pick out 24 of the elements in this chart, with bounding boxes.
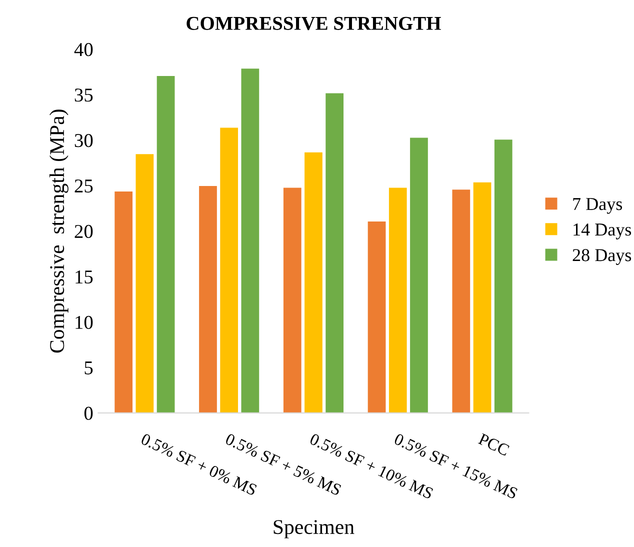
y-axis-title: Compressive strength (MPa) — [49, 110, 68, 353]
bar — [409, 137, 429, 413]
legend-label: 28 Days — [572, 249, 632, 265]
y-tick-label: 20 — [74, 224, 93, 238]
legend-label: 14 Days — [574, 224, 632, 240]
y-tick-label: 30 — [74, 134, 93, 148]
x-axis-title: Specimen — [274, 520, 354, 538]
y-tick-label: 25 — [74, 180, 93, 193]
bar — [114, 190, 134, 413]
bar — [198, 185, 218, 413]
y-tick-label: 10 — [76, 316, 93, 329]
y-tick-label: 15 — [76, 270, 93, 284]
y-tick-label: 0 — [84, 406, 93, 420]
y-tick-label: 35 — [74, 88, 93, 102]
chart-title: COMPRESSIVE STRENGTH — [186, 16, 441, 30]
bar — [282, 187, 302, 413]
legend-label: 7 Days — [573, 198, 622, 214]
bar — [304, 152, 324, 413]
x-tick-label: PCC — [478, 433, 510, 456]
bar — [219, 127, 239, 413]
bar — [324, 92, 344, 413]
y-tick-label: 5 — [84, 362, 93, 374]
bar — [240, 68, 260, 413]
y-tick-label: 40 — [74, 43, 93, 56]
